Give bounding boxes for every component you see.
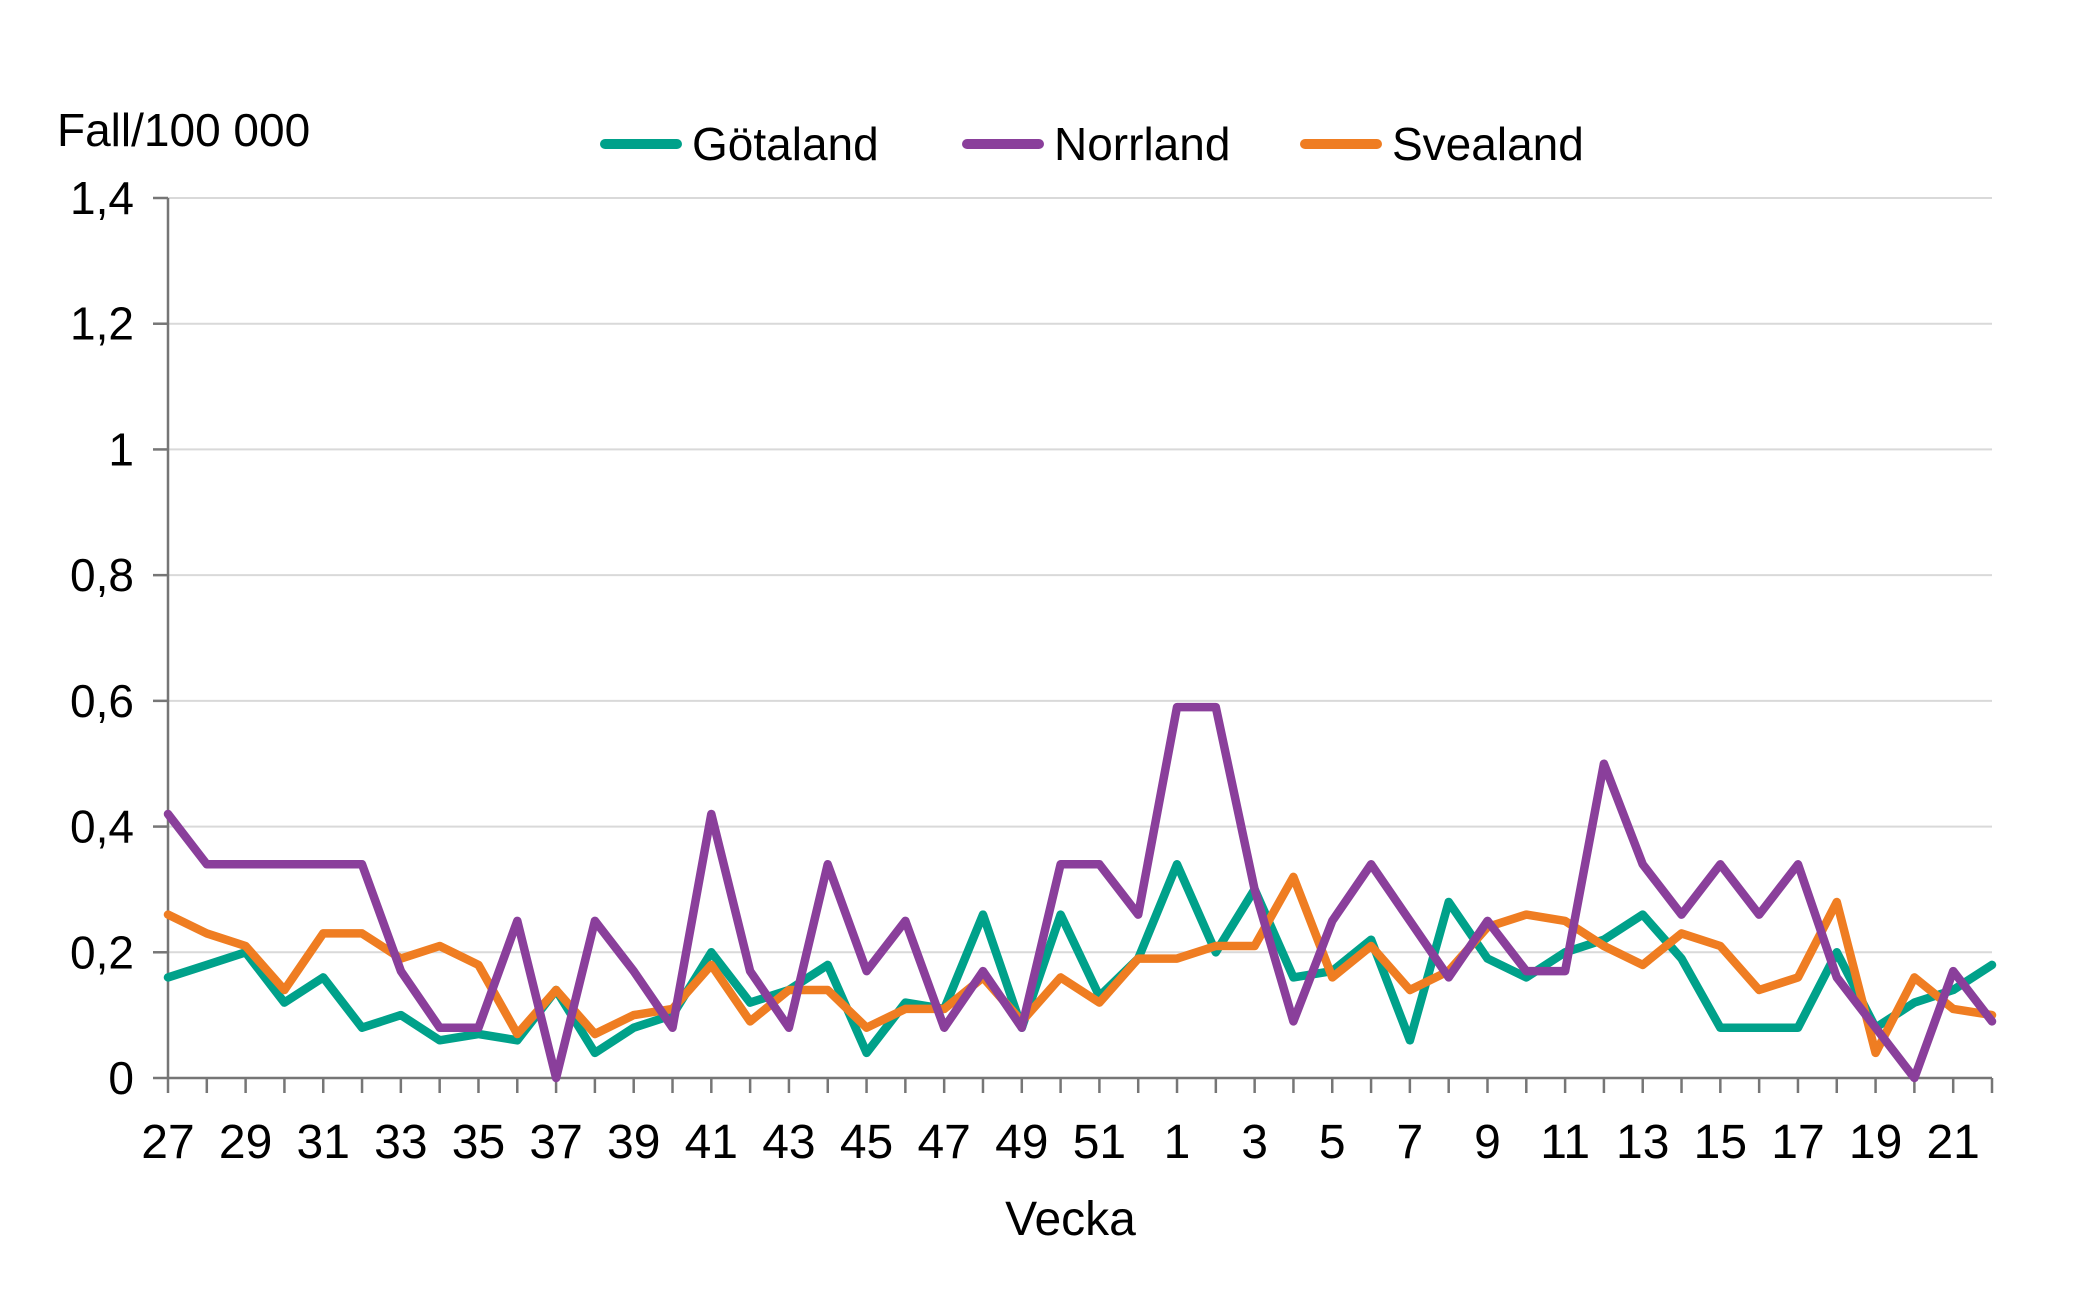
x-tick-label: 1	[1164, 1116, 1191, 1169]
legend-item-norrland: Norrland	[962, 118, 1230, 170]
x-tick-label: 7	[1397, 1116, 1424, 1169]
y-tick-label: 1	[108, 423, 134, 475]
x-tick-label: 51	[1073, 1116, 1126, 1169]
legend-label-gotaland: Götaland	[692, 118, 879, 170]
x-tick-label: 31	[297, 1116, 350, 1169]
x-tick-label: 39	[607, 1116, 660, 1169]
x-tick-label: 37	[529, 1116, 582, 1169]
x-tick-label: 5	[1319, 1116, 1346, 1169]
legend-item-gotaland: Götaland	[600, 118, 879, 170]
x-tick-label: 33	[374, 1116, 427, 1169]
legend-label-norrland: Norrland	[1054, 118, 1231, 170]
legend-swatch-gotaland	[600, 139, 682, 149]
x-tick-label: 35	[452, 1116, 505, 1169]
x-tick-label: 45	[840, 1116, 893, 1169]
x-tick-label: 47	[917, 1116, 970, 1169]
x-tick-label: 41	[685, 1116, 738, 1169]
x-tick-label: 13	[1616, 1116, 1669, 1169]
x-tick-label: 27	[141, 1116, 194, 1169]
x-tick-label: 11	[1540, 1116, 1590, 1169]
x-tick-label: 19	[1849, 1116, 1902, 1169]
x-tick-label: 3	[1241, 1116, 1268, 1169]
legend-label-svealand: Svealand	[1392, 118, 1584, 170]
x-tick-label: 17	[1771, 1116, 1824, 1169]
y-tick-label: 0,6	[70, 675, 134, 727]
y-tick-label: 0,8	[70, 549, 134, 601]
x-tick-label: 21	[1926, 1116, 1979, 1169]
x-tick-label: 43	[762, 1116, 815, 1169]
y-tick-label: 1,4	[70, 172, 134, 224]
series-line-gtaland	[163, 860, 1997, 1058]
y-tick-label: 0	[108, 1052, 134, 1104]
x-tick-label: 49	[995, 1116, 1048, 1169]
x-tick-label: 29	[219, 1116, 272, 1169]
x-tick-label: 15	[1694, 1116, 1747, 1169]
legend-item-svealand: Svealand	[1300, 118, 1584, 170]
series-line-svealand	[163, 872, 1997, 1058]
chart-title: Fall/100 000	[57, 104, 311, 156]
x-axis-title: Vecka	[0, 1192, 2085, 1247]
legend-swatch-svealand	[1300, 139, 1382, 149]
legend-swatch-norrland	[962, 139, 1044, 149]
y-tick-label: 0,4	[70, 801, 134, 853]
series-line-norrland	[163, 702, 1997, 1083]
y-tick-label: 1,2	[70, 298, 134, 350]
x-tick-label: 9	[1474, 1116, 1501, 1169]
x-axis-title-text: Vecka	[1005, 1193, 1136, 1246]
y-tick-label: 0,2	[70, 926, 134, 978]
